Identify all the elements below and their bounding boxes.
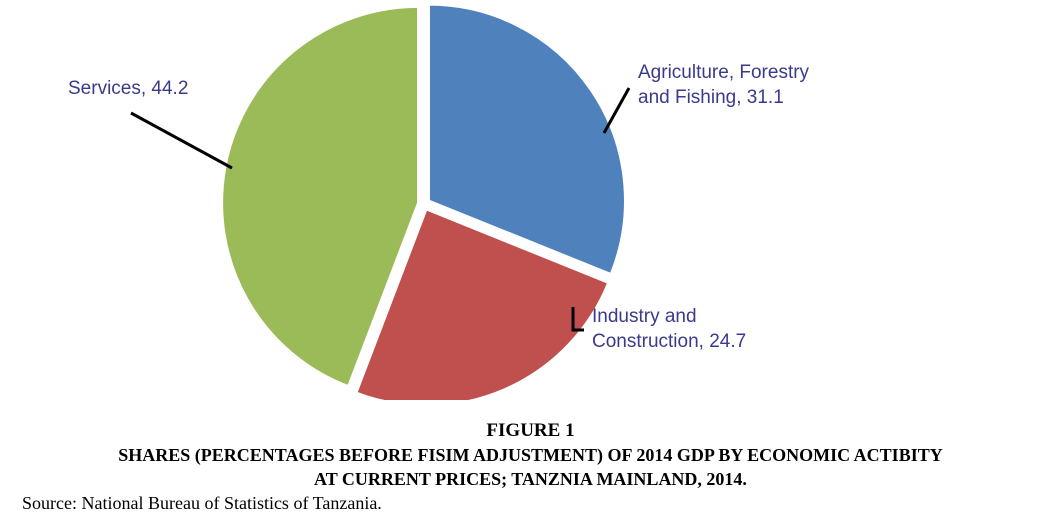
pie-chart: Agriculture, Forestry and Fishing, 31.1 …: [68, 3, 814, 400]
leader-line-services: [130, 111, 233, 170]
pie-slices: [221, 3, 626, 400]
pie-slice-industry-and-construction: [355, 208, 610, 400]
figure-title-line1: SHARES (PERCENTAGES BEFORE FISIM ADJUSTM…: [118, 445, 943, 465]
figure-number: FIGURE 1: [486, 420, 575, 441]
industry-label-line1: Industry and: [592, 306, 697, 327]
leader-lines: [130, 87, 631, 332]
industry-label: Industry and Construction, 24.7: [592, 306, 746, 352]
agriculture-label-line2: and Fishing, 31.1: [638, 87, 784, 108]
leader-line-industry: [571, 307, 584, 332]
leader-line-agriculture: [602, 87, 631, 134]
industry-label-line2: Construction, 24.7: [592, 331, 746, 352]
pie-slice-agriculture-forestry-and-fishing: [427, 3, 626, 276]
pie-slice-services: [221, 5, 420, 388]
agriculture-label-line1: Agriculture, Forestry: [638, 62, 810, 83]
source-note: Source: National Bureau of Statistics of…: [22, 493, 382, 513]
agriculture-label: Agriculture, Forestry and Fishing, 31.1: [638, 62, 814, 108]
services-label: Services, 44.2: [68, 78, 188, 99]
figure-title-line2: AT CURRENT PRICES; TANZNIA MAINLAND, 201…: [314, 469, 747, 489]
